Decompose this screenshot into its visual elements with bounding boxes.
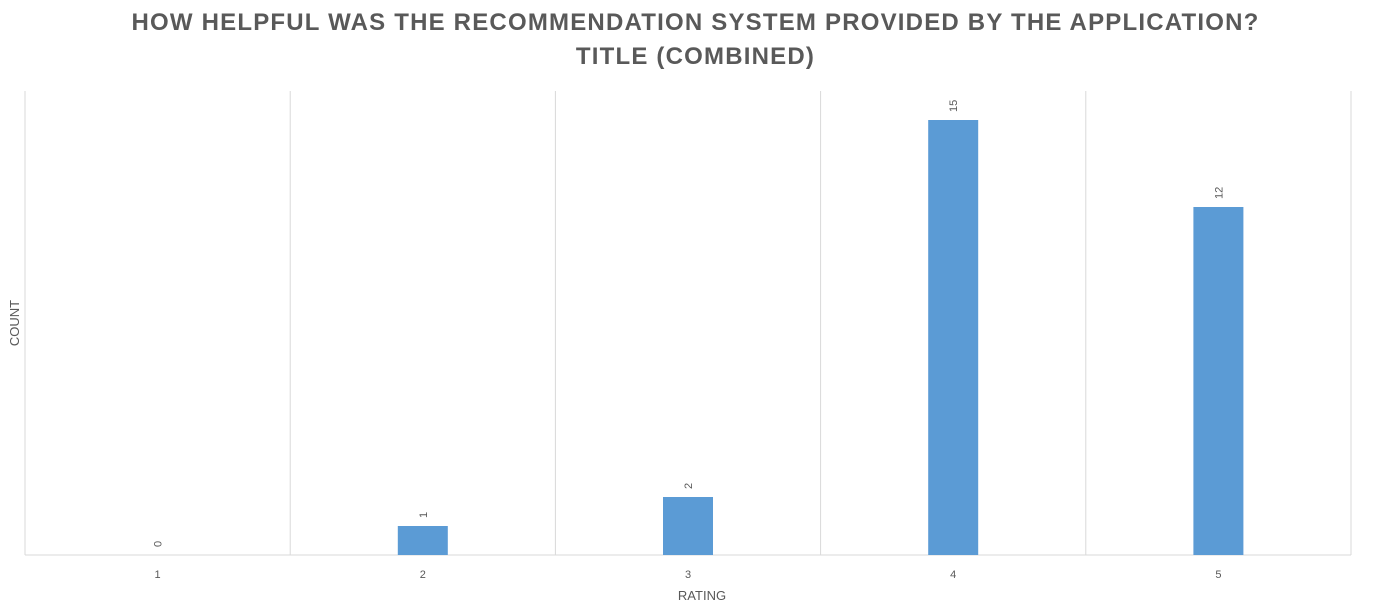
- y-axis-title: COUNT: [7, 300, 22, 346]
- chart-subtitle: TITLE (COMBINED): [575, 43, 816, 70]
- x-tick-labels: 1 2 3 4 5: [155, 569, 1222, 581]
- bar-rating-2: [397, 526, 448, 555]
- x-tick-label-2: 2: [420, 569, 426, 581]
- data-label-rating-1: 0: [153, 541, 165, 547]
- bar-rating-3: [663, 497, 713, 555]
- x-tick-label-1: 1: [155, 569, 161, 581]
- data-label-rating-4: 15: [948, 100, 960, 112]
- x-axis-title: RATING: [678, 588, 726, 603]
- data-label-rating-3: 2: [683, 483, 695, 489]
- bar-rating-4: [928, 120, 979, 555]
- data-label-rating-5: 12: [1213, 187, 1225, 199]
- chart-title: HOW HELPFUL WAS THE RECOMMENDATION SYSTE…: [131, 9, 1260, 36]
- data-label-rating-2: 1: [418, 512, 430, 518]
- x-tick-label-5: 5: [1215, 569, 1221, 581]
- bar-rating-5: [1193, 207, 1244, 555]
- bars: [397, 120, 1244, 555]
- chart-title-block: HOW HELPFUL WAS THE RECOMMENDATION SYSTE…: [0, 6, 1391, 74]
- x-tick-label-4: 4: [950, 569, 956, 581]
- x-tick-label-3: 3: [685, 569, 691, 581]
